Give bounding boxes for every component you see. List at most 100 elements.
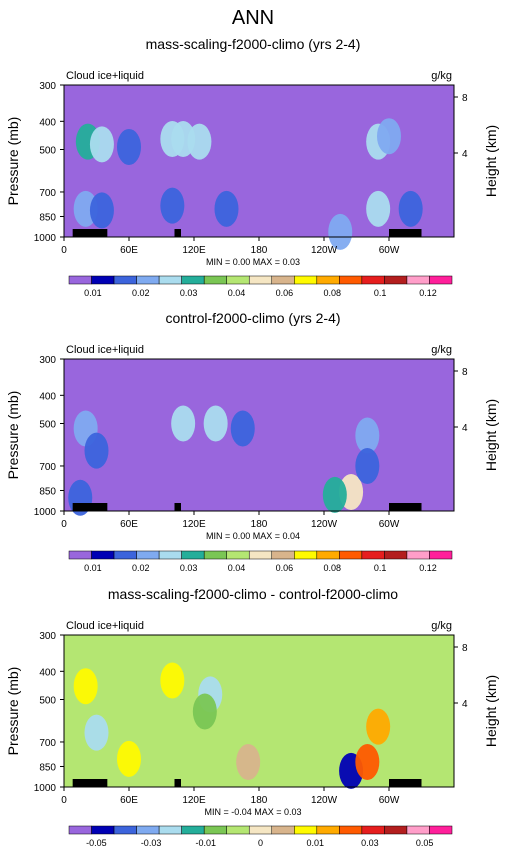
colorbar-label: -0.01 <box>196 838 217 848</box>
colorbar-swatch <box>136 275 160 285</box>
colorbar-swatch <box>316 275 340 285</box>
xtick-label: 60W <box>379 795 400 806</box>
ytick-label: 850 <box>39 486 56 497</box>
xtick-label: 120W <box>311 245 338 256</box>
colorbar-swatch <box>91 825 115 835</box>
colorbar-label: 0.12 <box>419 563 437 573</box>
ylabel: Pressure (mb) <box>5 391 21 480</box>
contour-blob <box>117 128 141 165</box>
colorbar-swatch <box>361 825 385 835</box>
colorbar-swatch <box>294 825 318 835</box>
contour-blob <box>84 714 109 751</box>
colorbar-swatch <box>294 550 318 560</box>
terrain-mask <box>174 229 181 237</box>
xtick-label: 180 <box>251 519 268 530</box>
colorbar-swatch <box>271 550 295 560</box>
contour-blob <box>203 405 228 442</box>
contour-blob <box>160 662 185 699</box>
xtick-label: 180 <box>251 795 268 806</box>
xtick-label: 180 <box>251 245 268 256</box>
colorbar-swatch <box>361 550 385 560</box>
panel-title: control-f2000-climo (yrs 2-4) <box>165 310 340 326</box>
ytick-label: 700 <box>39 462 56 473</box>
colorbar-label: 0.02 <box>132 288 150 298</box>
ytick-label: 300 <box>39 355 56 366</box>
colorbar-swatch <box>68 275 92 285</box>
contour-blob <box>117 740 141 777</box>
ytick-label: 500 <box>39 145 56 156</box>
colorbar-swatch <box>429 825 453 835</box>
contour-blob <box>355 417 380 454</box>
terrain-mask <box>72 503 108 511</box>
contour-blob <box>73 668 98 705</box>
terrain-mask <box>389 779 422 787</box>
ytick-label: 400 <box>39 391 56 402</box>
contour-blob <box>187 123 212 160</box>
plot-background <box>64 359 454 511</box>
stats-label: MIN = 0.00 MAX = 0.03 <box>206 257 300 267</box>
xtick-label: 60W <box>379 245 400 256</box>
ytick-label: 700 <box>39 188 56 199</box>
colorbar-swatch <box>113 550 137 560</box>
xtick-label: 60W <box>379 519 400 530</box>
ytick-label: 700 <box>39 738 56 749</box>
colorbar-label: 0.06 <box>276 288 294 298</box>
contour-blob <box>214 190 239 227</box>
y2tick-label: 4 <box>462 149 468 160</box>
stats-label: MIN = 0.00 MAX = 0.04 <box>206 531 300 541</box>
terrain-mask <box>389 503 422 511</box>
panel-title: mass-scaling-f2000-climo (yrs 2-4) <box>146 36 361 52</box>
colorbar-label: 0.06 <box>276 563 294 573</box>
xtick-label: 120E <box>182 795 206 806</box>
contour-blob <box>398 190 423 227</box>
colorbar-label: 0.04 <box>228 563 246 573</box>
colorbar-swatch <box>203 825 227 835</box>
colorbar-label: 0.03 <box>361 838 379 848</box>
colorbar-swatch <box>406 275 430 285</box>
colorbar-label: 0.04 <box>228 288 246 298</box>
colorbar-swatch <box>384 825 408 835</box>
unit-label: g/kg <box>431 70 452 82</box>
contour-blob <box>328 213 353 250</box>
colorbar-swatch <box>226 550 250 560</box>
colorbar-swatch <box>406 550 430 560</box>
y2label: Height (km) <box>483 675 499 747</box>
colorbar-label: 0.12 <box>419 288 437 298</box>
colorbar-swatch <box>271 275 295 285</box>
colorbar-label: 0.08 <box>324 563 342 573</box>
colorbar-label: -0.03 <box>141 838 162 848</box>
ytick-label: 300 <box>39 81 56 92</box>
contour-blob <box>236 743 261 780</box>
y2tick-label: 8 <box>462 93 468 104</box>
y2label: Height (km) <box>483 125 499 197</box>
ytick-label: 500 <box>39 695 56 706</box>
contour-blob <box>366 190 391 227</box>
figure-title: ANN <box>232 7 274 29</box>
contour-blob <box>230 410 255 447</box>
colorbar-swatch <box>91 550 115 560</box>
contour-blob <box>377 118 401 155</box>
ytick-label: 300 <box>39 631 56 642</box>
colorbar-swatch <box>203 550 227 560</box>
terrain-mask <box>389 229 422 237</box>
colorbar-label: 0.02 <box>132 563 150 573</box>
colorbar-swatch <box>248 275 273 285</box>
colorbar-swatch <box>203 275 227 285</box>
terrain-mask <box>72 229 108 237</box>
colorbar-swatch <box>158 550 182 560</box>
colorbar-swatch <box>158 275 182 285</box>
xtick-label: 60E <box>120 519 138 530</box>
colorbar-swatch <box>136 550 160 560</box>
xtick-label: 0 <box>61 245 67 256</box>
ytick-label: 1000 <box>34 783 57 794</box>
ytick-label: 500 <box>39 419 56 430</box>
colorbar-swatch <box>226 825 250 835</box>
colorbar-label: 0.1 <box>374 563 387 573</box>
colorbar-swatch <box>158 825 182 835</box>
colorbar-swatch <box>429 275 453 285</box>
contour-blob <box>355 743 380 780</box>
xtick-label: 120W <box>311 519 338 530</box>
terrain-mask <box>72 779 108 787</box>
xtick-label: 120W <box>311 795 338 806</box>
colorbar-swatch <box>226 275 250 285</box>
